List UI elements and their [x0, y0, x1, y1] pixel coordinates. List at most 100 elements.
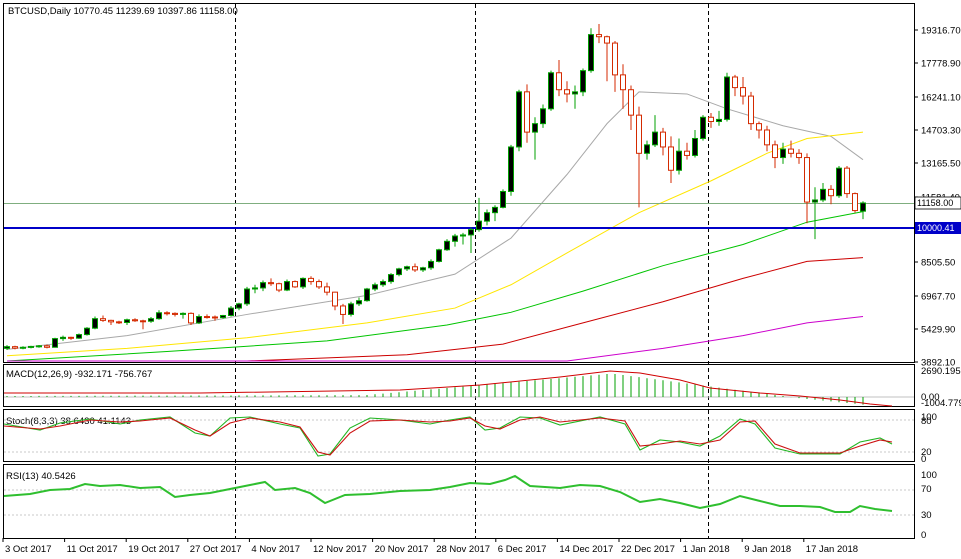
candle	[516, 89, 522, 152]
candle	[724, 72, 730, 122]
candle-body	[100, 318, 106, 321]
candle	[372, 282, 378, 292]
macd-tick-label: 2690.195	[921, 366, 961, 377]
candle-body	[372, 284, 378, 290]
candle-body	[628, 89, 634, 116]
candle-body	[828, 188, 834, 197]
candle-body	[572, 91, 578, 95]
candle-body	[804, 157, 810, 203]
candle-body	[428, 260, 434, 269]
time-tick-label: 3 Oct 2017	[5, 544, 51, 555]
moving-average-line-magenta	[7, 316, 864, 362]
price-tick-label: 14703.30	[921, 126, 961, 137]
candle-body	[36, 345, 42, 348]
time-tick-label: 12 Nov 2017	[313, 544, 367, 555]
stoch-main-line	[3, 416, 893, 457]
candle-body	[340, 305, 346, 315]
candle	[604, 35, 610, 82]
candle	[380, 279, 386, 287]
candle	[436, 248, 442, 263]
candle	[764, 125, 770, 152]
candle	[44, 344, 50, 349]
candle-body	[300, 277, 306, 288]
candle-body	[692, 137, 698, 156]
candle	[36, 344, 42, 348]
candle	[668, 136, 674, 183]
candle-body	[780, 148, 786, 159]
candle	[244, 286, 250, 306]
candle	[820, 182, 826, 203]
chart-header: BTCUSD,Daily 10770.45 11239.69 10397.86 …	[8, 6, 238, 17]
candle	[524, 84, 530, 143]
candle-body	[324, 286, 330, 293]
candle-body	[20, 346, 26, 349]
candle	[324, 282, 330, 296]
candle-body	[252, 287, 258, 290]
time-tick-label: 19 Oct 2017	[128, 544, 180, 555]
rsi-line	[3, 474, 893, 513]
candle	[796, 149, 802, 164]
moving-average-line-red	[7, 257, 864, 362]
time-tick-label: 6 Dec 2017	[498, 544, 547, 555]
candle	[412, 263, 418, 273]
candle	[620, 64, 626, 109]
candle-body	[820, 188, 826, 201]
candle-body	[148, 318, 154, 322]
rsi-tick-label: 30	[921, 510, 932, 521]
candle-body	[532, 123, 538, 133]
time-tick-label: 14 Dec 2017	[559, 544, 613, 555]
macd-tick-label: 0.00	[921, 392, 940, 403]
candle-body	[180, 312, 186, 315]
candle-body	[756, 123, 762, 131]
candle	[460, 232, 466, 245]
candle	[292, 280, 298, 288]
candle	[628, 85, 634, 130]
candle	[404, 265, 410, 271]
candle-body	[388, 274, 394, 283]
candle	[788, 140, 794, 158]
candle-body	[28, 345, 34, 348]
candle	[220, 314, 226, 319]
candle	[836, 166, 842, 198]
candle-body	[132, 319, 138, 322]
candle-body	[228, 307, 234, 316]
candle	[100, 315, 106, 322]
candle-body	[788, 148, 794, 154]
candle-body	[124, 319, 130, 323]
candle	[660, 127, 666, 156]
price-tick-label: 3892.10	[921, 358, 955, 369]
candle-body	[108, 319, 114, 323]
candle	[252, 284, 258, 294]
candle	[196, 314, 202, 324]
candle	[852, 192, 858, 213]
candle	[388, 273, 394, 284]
candle-body	[492, 206, 498, 214]
candle	[684, 142, 690, 160]
candle	[860, 201, 866, 220]
time-tick-label: 20 Nov 2017	[375, 544, 429, 555]
candle	[140, 319, 146, 330]
candle-body	[644, 144, 650, 154]
candle-body	[564, 89, 570, 95]
candle	[492, 205, 498, 222]
candle-body	[684, 150, 690, 156]
candle-body	[508, 146, 514, 192]
candle	[652, 115, 658, 147]
candle	[156, 310, 162, 320]
candle	[132, 318, 138, 322]
candle	[692, 129, 698, 158]
candle	[68, 336, 74, 340]
candle	[348, 301, 354, 317]
main-plot-frame	[3, 3, 915, 363]
candle	[164, 311, 170, 316]
time-tick-label: 17 Jan 2018	[806, 544, 858, 555]
candle-body	[76, 334, 82, 339]
candle-body	[236, 303, 242, 309]
candle-body	[524, 91, 530, 133]
candle-body	[476, 220, 482, 231]
candle-body	[68, 336, 74, 339]
candle-body	[452, 235, 458, 242]
candle-body	[556, 72, 562, 91]
